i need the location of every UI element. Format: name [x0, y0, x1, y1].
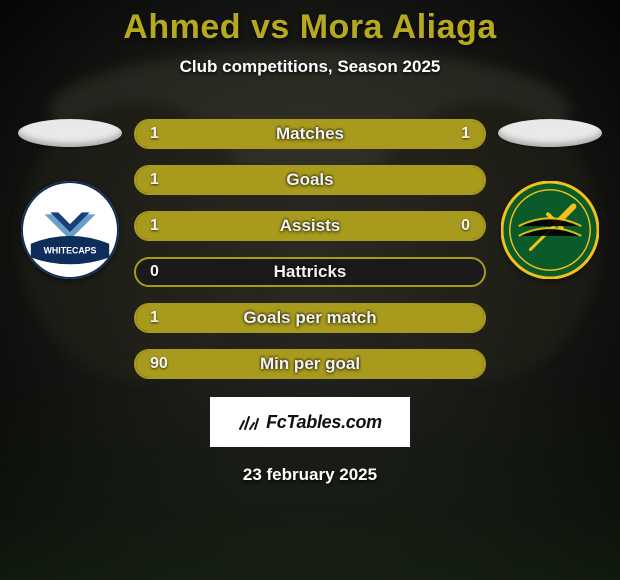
stat-bar: Goals1: [134, 165, 486, 195]
stat-value-left: 90: [136, 351, 182, 377]
stat-bar: Goals per match1: [134, 303, 486, 333]
title-text: Ahmed vs Mora Aliaga: [123, 8, 496, 46]
side-left: WHITECAPS: [10, 119, 130, 279]
stat-value-right: 0: [447, 213, 484, 239]
stat-fill-left: [136, 167, 484, 193]
watermark: FcTables.com: [210, 397, 410, 447]
stat-value-left: 1: [136, 167, 173, 193]
stat-fill-left: [136, 351, 484, 377]
subtitle-text: Club competitions, Season 2025: [180, 57, 441, 76]
timbers-icon: [501, 181, 599, 279]
stat-value-left: 0: [136, 259, 173, 285]
page-title: Ahmed vs Mora Aliaga: [123, 8, 496, 47]
stat-fill-left: [136, 305, 484, 331]
stat-bar: Hattricks0: [134, 257, 486, 287]
side-right: [490, 119, 610, 279]
svg-text:WHITECAPS: WHITECAPS: [44, 246, 97, 256]
stat-label: Hattricks: [136, 259, 484, 285]
club-logo-right: [501, 181, 599, 279]
stat-fill-left: [136, 213, 414, 239]
watermark-text: FcTables.com: [266, 412, 382, 433]
player-silhouette-right: [498, 119, 602, 147]
date-label: 23 february 2025: [243, 465, 377, 485]
player-silhouette-left: [18, 119, 122, 147]
stat-bar: Min per goal90: [134, 349, 486, 379]
page-subtitle: Club competitions, Season 2025: [180, 57, 441, 77]
date-text: 23 february 2025: [243, 465, 377, 484]
stat-value-left: 1: [136, 213, 173, 239]
stat-bar: Matches11: [134, 119, 486, 149]
stat-value-right: 1: [447, 121, 484, 147]
main-row: WHITECAPS Matches11Goals1Assists10Hattri…: [0, 119, 620, 395]
stat-value-left: 1: [136, 121, 173, 147]
club-logo-left: WHITECAPS: [21, 181, 119, 279]
stats-column: Matches11Goals1Assists10Hattricks0Goals …: [130, 119, 490, 395]
whitecaps-icon: WHITECAPS: [21, 181, 119, 279]
stat-value-left: 1: [136, 305, 173, 331]
stat-bar: Assists10: [134, 211, 486, 241]
watermark-icon: [238, 413, 260, 431]
